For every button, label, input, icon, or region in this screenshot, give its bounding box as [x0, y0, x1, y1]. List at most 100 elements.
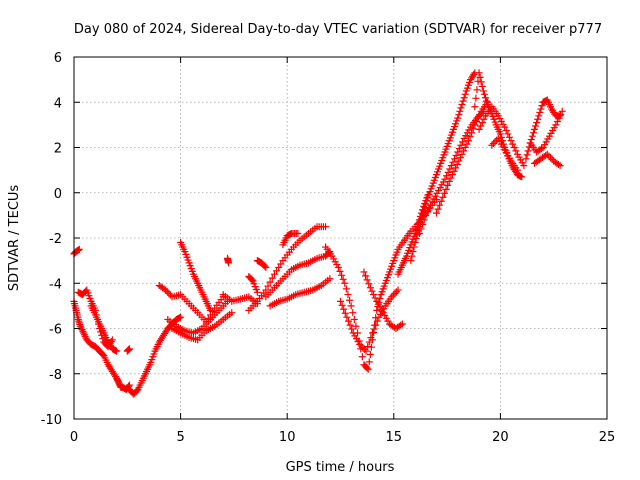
data-point	[389, 291, 397, 299]
data-point	[422, 200, 430, 208]
data-point	[555, 114, 563, 122]
data-point	[356, 340, 364, 348]
data-point	[441, 175, 449, 183]
data-point	[358, 353, 366, 361]
data-point	[505, 133, 513, 141]
data-point	[556, 162, 564, 170]
data-point	[364, 343, 372, 351]
data-point	[531, 125, 539, 133]
data-point	[346, 321, 354, 329]
data-point	[451, 155, 459, 163]
data-point	[504, 130, 512, 138]
x-tick-label: 0	[70, 430, 78, 445]
data-point	[362, 272, 370, 280]
data-point	[436, 201, 444, 209]
data-point	[477, 122, 485, 130]
x-tick-label: 25	[599, 430, 616, 445]
data-point	[365, 280, 373, 288]
data-point	[534, 115, 542, 123]
data-point	[394, 286, 402, 294]
data-point	[367, 334, 375, 342]
data-point	[113, 347, 121, 355]
data-point	[477, 78, 485, 86]
data-point	[409, 248, 417, 256]
data-point	[476, 73, 484, 81]
data-point	[391, 289, 399, 297]
data-point	[507, 137, 515, 145]
data-point	[415, 229, 423, 237]
x-tick-label: 15	[386, 430, 403, 445]
y-tick-label: 4	[54, 96, 62, 111]
data-point	[452, 151, 460, 159]
data-point	[357, 342, 365, 350]
data-point	[453, 160, 461, 168]
data-point	[454, 148, 462, 156]
data-point	[80, 329, 88, 337]
data-point	[476, 111, 484, 119]
data-point	[334, 263, 342, 271]
data-point	[294, 229, 302, 237]
data-point	[432, 209, 440, 217]
x-tick-label: 10	[279, 430, 296, 445]
data-point	[437, 197, 445, 205]
y-tick-label: 6	[54, 51, 62, 66]
data-point	[340, 305, 348, 313]
data-point	[483, 97, 491, 105]
y-tick-label: -4	[49, 277, 62, 292]
data-point	[388, 293, 396, 301]
data-point	[466, 133, 474, 141]
data-point	[455, 111, 463, 119]
data-point	[125, 382, 133, 390]
data-point	[554, 160, 562, 168]
data-point	[392, 288, 400, 296]
x-axis: 0 5 10 15 20 25	[70, 57, 615, 445]
data-point	[342, 285, 350, 293]
data-point	[512, 147, 520, 155]
data-point	[366, 351, 374, 359]
data-point	[341, 309, 349, 317]
data-point	[371, 294, 379, 302]
data-point	[488, 141, 496, 149]
data-point	[480, 115, 488, 123]
data-point	[460, 94, 468, 102]
data-point	[474, 114, 482, 122]
data-point	[344, 317, 352, 325]
data-point	[206, 306, 214, 314]
data-point	[443, 172, 451, 180]
data-point	[370, 291, 378, 299]
data-point	[455, 157, 463, 165]
data-point	[463, 140, 471, 148]
data-point	[545, 152, 553, 160]
data-point	[538, 102, 546, 110]
data-point	[268, 274, 276, 282]
data-point	[368, 329, 376, 337]
data-point	[421, 203, 429, 211]
data-point	[558, 107, 566, 115]
data-point	[472, 94, 480, 102]
data-point	[478, 82, 486, 90]
y-tick-label: -6	[49, 323, 62, 338]
data-point	[79, 327, 87, 335]
data-point	[326, 275, 334, 283]
data-point	[262, 286, 270, 294]
data-point	[341, 279, 349, 287]
data-point	[528, 132, 536, 140]
data-point	[339, 275, 347, 283]
chart-title: Day 080 of 2024, Sidereal Day-to-day VTE…	[74, 22, 602, 37]
data-point	[461, 90, 469, 98]
data-point	[442, 185, 450, 193]
data-point	[447, 174, 455, 182]
data-point	[450, 167, 458, 175]
data-point	[360, 268, 368, 276]
data-point	[497, 133, 505, 141]
data-point	[479, 87, 487, 95]
data-point	[228, 309, 236, 317]
data-point	[533, 119, 541, 127]
data-point	[165, 289, 173, 297]
data-point	[350, 315, 358, 323]
data-point	[364, 365, 372, 373]
data-point	[407, 257, 415, 265]
data-point	[543, 150, 551, 158]
data-point	[444, 181, 452, 189]
data-point	[537, 145, 545, 153]
